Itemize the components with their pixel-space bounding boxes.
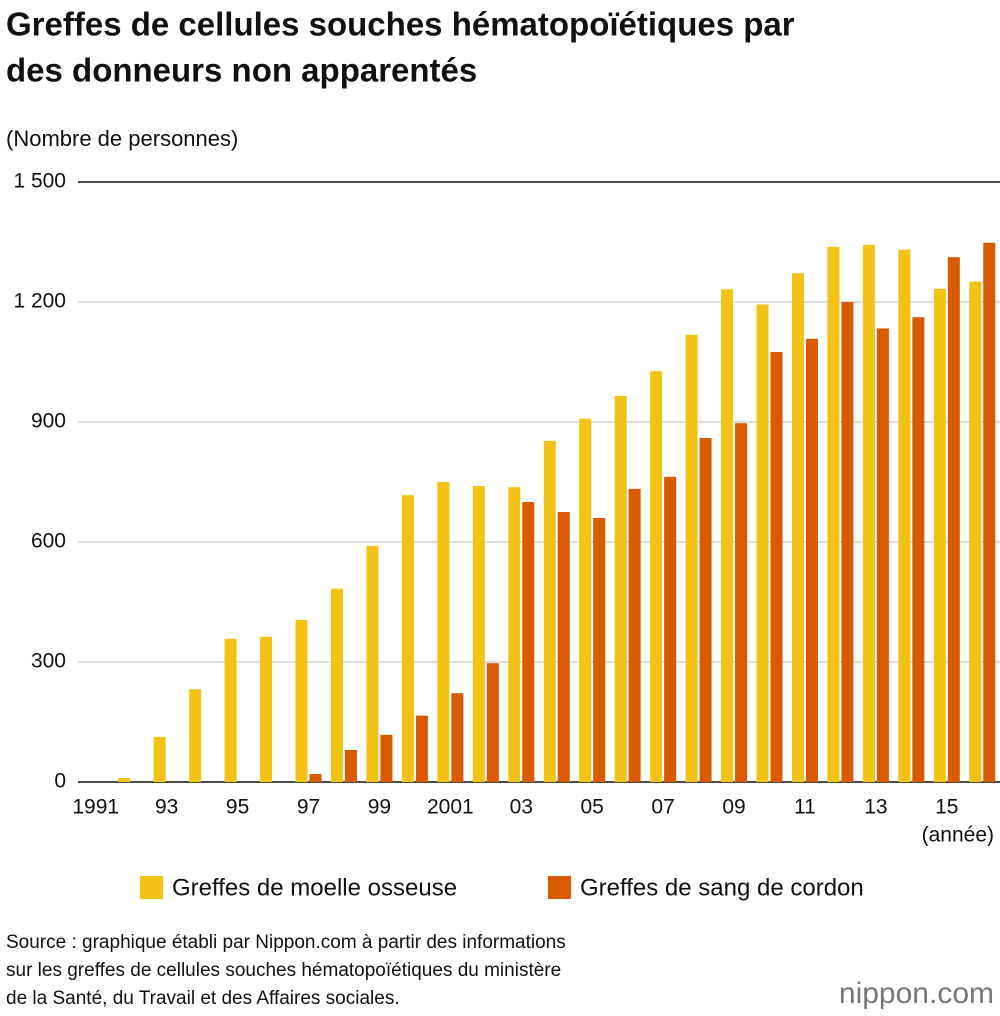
bar <box>437 482 450 782</box>
logo: nippon.com <box>839 977 994 1010</box>
x-tick-label: 93 <box>155 796 178 819</box>
bar <box>522 502 535 782</box>
bar <box>664 476 677 782</box>
x-tick-label: 03 <box>510 796 533 819</box>
bar <box>628 488 641 782</box>
chart-title: des donneurs non apparentés <box>6 52 477 89</box>
legend-label: Greffes de moelle osseuse <box>172 874 457 901</box>
bar <box>770 352 783 782</box>
bar <box>189 689 202 782</box>
y-tick-label: 300 <box>31 650 66 673</box>
source: sur les greffes de cellules souches héma… <box>6 960 561 981</box>
bar <box>508 487 521 782</box>
bar <box>118 778 131 782</box>
y-tick-label: 1 500 <box>13 170 66 193</box>
bar <box>650 371 663 782</box>
source: Source : graphique établi par Nippon.com… <box>6 932 566 953</box>
bar <box>756 304 769 782</box>
x-tick-label: 13 <box>864 796 887 819</box>
bar <box>486 663 499 782</box>
bar <box>401 495 414 782</box>
bar <box>593 518 606 782</box>
x-tick-label: 05 <box>581 796 604 819</box>
bar <box>472 486 485 782</box>
bar <box>947 257 960 782</box>
y-tick-label: 0 <box>54 770 66 793</box>
y-axis-label: (Nombre de personnes) <box>6 126 238 151</box>
bar <box>260 636 273 782</box>
bar <box>721 289 734 782</box>
bar <box>579 418 592 782</box>
bar <box>983 242 996 783</box>
source: de la Santé, du Travail et des Affaires … <box>6 988 400 1009</box>
legend-swatch <box>548 876 571 899</box>
bar <box>330 588 343 782</box>
x-tick-label: 97 <box>297 796 320 819</box>
bar <box>224 638 237 782</box>
bar <box>791 273 804 782</box>
bar <box>344 750 357 782</box>
bar <box>543 440 556 782</box>
x-axis-label: (année) <box>922 824 994 847</box>
bar <box>805 338 818 782</box>
chart-title: Greffes de cellules souches hématopoïéti… <box>6 6 795 43</box>
bar <box>451 693 464 782</box>
bar <box>898 249 911 783</box>
bar <box>933 288 946 782</box>
x-tick-label: 2001 <box>427 796 474 819</box>
bar <box>295 620 308 782</box>
bar <box>827 246 840 783</box>
bar <box>153 736 166 782</box>
x-tick-label: 95 <box>226 796 249 819</box>
legend-label: Greffes de sang de cordon <box>580 874 864 901</box>
bar <box>557 512 570 782</box>
bar <box>699 438 712 782</box>
x-tick-label: 09 <box>722 796 745 819</box>
bar <box>912 317 925 782</box>
bar <box>309 774 322 782</box>
bar <box>685 334 698 782</box>
x-tick-label: 1991 <box>72 796 119 819</box>
x-tick-label: 11 <box>794 796 816 819</box>
x-tick-label: 07 <box>651 796 674 819</box>
legend-swatch <box>140 876 163 899</box>
y-tick-label: 1 200 <box>13 290 66 313</box>
bar <box>614 396 627 782</box>
bar <box>366 546 379 782</box>
bar <box>876 328 889 782</box>
bar <box>841 302 854 782</box>
bar <box>735 423 748 782</box>
y-tick-label: 600 <box>31 530 66 553</box>
bar <box>862 244 875 783</box>
bar <box>969 281 982 782</box>
y-tick-label: 900 <box>31 410 66 433</box>
x-tick-label: 99 <box>368 796 391 819</box>
bar <box>380 734 393 782</box>
x-tick-label: 15 <box>935 796 958 819</box>
bar <box>415 715 428 782</box>
